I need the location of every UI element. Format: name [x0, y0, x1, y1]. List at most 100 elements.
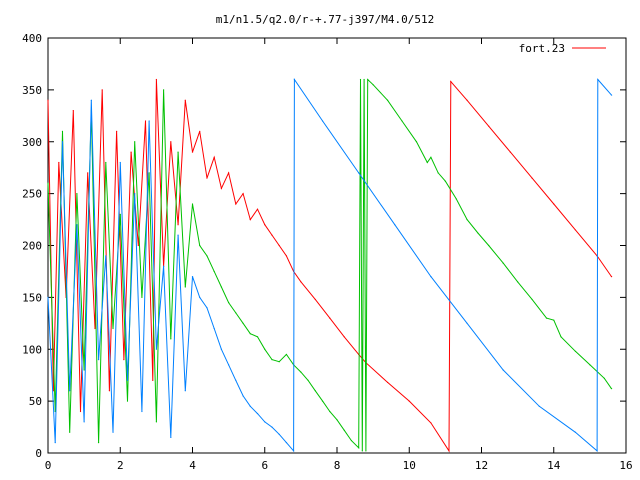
data-point	[256, 208, 259, 210]
data-point	[206, 177, 208, 179]
data-point	[430, 156, 432, 158]
x-tick-label: 4	[189, 459, 196, 472]
data-point	[531, 177, 533, 179]
data-point	[72, 110, 74, 112]
data-point	[553, 319, 555, 321]
data-point	[538, 405, 540, 407]
data-point	[199, 244, 201, 247]
y-tick-label: 200	[22, 240, 42, 253]
data-point	[54, 442, 56, 444]
data-point	[448, 450, 450, 452]
data-point	[444, 180, 446, 182]
data-point	[69, 431, 71, 433]
axis-ticks: 0 2 4 6 8 10 12 14 16 0 50 100 150 200 250 300 350 400	[22, 32, 633, 472]
data-point	[105, 161, 107, 164]
data-point	[560, 336, 562, 338]
data-point	[163, 265, 165, 267]
data-point	[361, 450, 363, 452]
data-point	[336, 419, 338, 421]
data-point	[61, 130, 64, 132]
data-point	[488, 125, 490, 127]
data-point	[502, 262, 504, 264]
data-point	[386, 99, 389, 101]
data-point	[155, 348, 157, 350]
data-point	[134, 193, 136, 195]
data-point	[242, 395, 244, 397]
data-point	[249, 333, 251, 335]
data-point	[47, 99, 49, 101]
data-point	[278, 361, 280, 363]
data-point	[126, 379, 129, 381]
data-point	[242, 322, 244, 324]
legend: fort.23	[519, 42, 606, 55]
data-point	[256, 336, 259, 338]
y-tick-label: 400	[22, 32, 42, 45]
data-point	[213, 156, 215, 158]
y-tick-label: 0	[35, 447, 42, 460]
data-point	[531, 298, 533, 301]
data-point	[191, 276, 194, 278]
data-point	[191, 151, 194, 153]
data-point	[264, 224, 266, 226]
data-point	[271, 426, 273, 428]
data-point	[430, 422, 432, 424]
data-point	[256, 412, 259, 415]
data-point	[220, 286, 222, 288]
data-point	[358, 172, 360, 174]
data-point	[130, 151, 132, 153]
data-point	[278, 244, 280, 247]
data-point	[610, 94, 613, 96]
data-point	[321, 400, 324, 402]
x-tick-label: 2	[117, 459, 124, 472]
data-point	[61, 141, 64, 143]
y-tick-label: 150	[22, 291, 42, 304]
data-point	[365, 450, 367, 452]
data-point	[574, 229, 577, 231]
data-point	[134, 141, 136, 143]
data-point	[278, 433, 280, 435]
data-point	[321, 120, 324, 122]
data-point	[401, 120, 403, 122]
data-point	[314, 298, 316, 301]
data-point	[235, 379, 237, 381]
data-point	[415, 141, 418, 143]
data-point	[184, 286, 186, 288]
y-tick-label: 50	[29, 395, 42, 408]
data-point	[94, 327, 96, 330]
data-point	[191, 203, 194, 205]
data-point	[228, 172, 230, 174]
data-point	[466, 218, 468, 221]
data-point	[466, 99, 468, 101]
data-point	[170, 338, 172, 340]
data-point	[350, 439, 353, 442]
data-point	[359, 78, 362, 81]
data-point	[228, 364, 230, 366]
data-point	[363, 78, 365, 81]
data-point	[307, 379, 309, 381]
data-point	[141, 410, 143, 413]
data-point	[87, 172, 89, 174]
series-line-0	[47, 79, 612, 453]
data-point	[509, 151, 511, 153]
data-point	[152, 379, 154, 381]
data-point	[249, 405, 251, 407]
data-point	[123, 359, 125, 361]
data-point	[589, 364, 591, 366]
data-point	[112, 327, 114, 330]
y-tick-label: 350	[22, 84, 42, 97]
data-point	[386, 381, 389, 384]
data-point	[502, 369, 504, 371]
data-point	[170, 436, 172, 439]
data-point	[126, 400, 129, 402]
x-tick-label: 10	[403, 459, 416, 472]
data-point	[293, 450, 295, 452]
x-tick-label: 8	[334, 459, 341, 472]
data-point	[545, 317, 548, 319]
series-layer	[47, 77, 613, 453]
data-point	[101, 89, 103, 91]
series-line-1	[47, 78, 612, 451]
data-point	[314, 390, 316, 392]
data-point	[394, 224, 396, 226]
data-point	[372, 84, 374, 86]
